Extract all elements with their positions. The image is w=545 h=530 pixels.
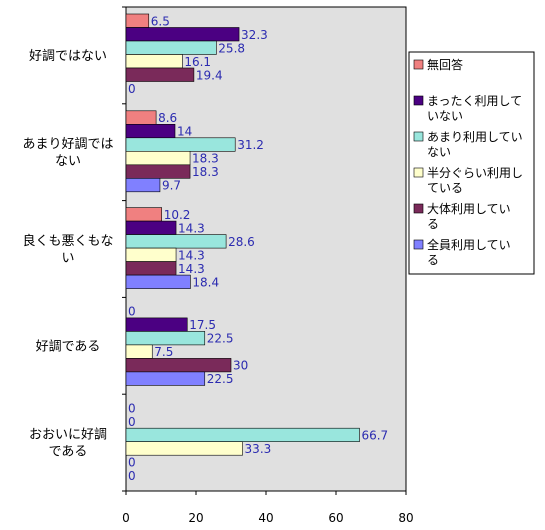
legend: 無回答まったく利用していないあまり利用していない半分ぐらい利用している大体利用し… [408,51,535,275]
bar [125,220,177,235]
legend-swatch [413,59,424,70]
bar [125,40,217,55]
value-tick-label: 80 [398,511,413,525]
legend-swatch [413,239,424,250]
legend-swatch [413,131,424,142]
value-label: 22.5 [207,332,234,346]
category-label: あまり好調ではない [22,137,113,169]
value-label: 28.6 [228,235,255,249]
value-label: 9.7 [162,179,181,193]
value-label: 0 [128,469,136,483]
category-label: 良くも悪くもない [22,233,113,266]
value-label: 7.5 [154,345,173,359]
value-tick-label: 40 [258,511,273,525]
value-label: 0 [128,415,136,429]
bar [125,151,191,166]
bar [125,137,236,152]
legend-label: あまり利用していない [427,130,523,159]
bar [125,371,206,386]
value-label: 14 [177,125,192,139]
value-label: 25.8 [218,41,245,55]
value-label: 66.7 [361,428,388,442]
category-label: 好調である [36,339,101,354]
value-tick-label: 60 [328,511,343,525]
category-label: 好調ではない [29,49,107,64]
legend-label: 半分ぐらい利用している [427,166,523,195]
bar [125,27,240,42]
bar [125,261,177,276]
legend-label: 大体利用している [427,202,511,231]
bar [125,164,191,179]
bar [125,234,227,249]
value-label: 31.2 [237,138,264,152]
value-label: 17.5 [189,318,216,332]
legend-box [408,51,535,275]
value-label: 22.5 [207,372,234,386]
legend-swatch [413,167,424,178]
value-label: 14.3 [178,248,205,262]
value-label: 0 [128,455,136,469]
value-label: 10.2 [164,208,191,222]
category-label: おおいに好調である [29,428,107,460]
value-label: 30 [233,359,248,373]
value-tick-label: 0 [122,511,130,525]
bar [125,274,191,289]
bar [125,13,150,28]
value-label: 18.4 [192,275,219,289]
legend-swatch [413,203,424,214]
bar [125,358,232,373]
value-label: 33.3 [245,442,272,456]
value-label: 18.3 [192,165,219,179]
value-label: 14.3 [178,262,205,276]
bar [125,344,153,359]
bar [125,207,163,222]
bar [125,110,157,125]
value-label: 0 [128,401,136,415]
value-label: 32.3 [241,28,268,42]
bars-group [125,13,360,456]
bar [125,331,206,346]
value-tick-label: 20 [188,511,203,525]
value-label: 8.6 [158,111,177,125]
bar [125,441,243,456]
value-label: 16.1 [184,55,211,69]
bar [125,317,188,332]
bar [125,67,195,82]
legend-label: 全員利用している [427,237,511,267]
legend-label: 無回答 [427,57,463,72]
bar [125,178,161,193]
bar [125,124,176,139]
value-label: 0 [128,82,136,96]
value-label: 0 [128,305,136,319]
value-label: 6.5 [151,14,170,28]
legend-swatch [413,95,424,106]
value-label: 14.3 [178,221,205,235]
value-label: 19.4 [196,68,223,82]
bar [125,54,183,69]
value-labels-group: 6.5 32.325.8 16.119.4 0 8.614 31.2 18.318.3 9.7… [128,14,388,483]
bar [125,427,360,443]
legend-label: まったく利用していない [427,94,522,123]
bar [125,247,177,262]
value-label: 18.3 [192,152,219,166]
value-axis: 0 20 40 60 80 [122,491,414,525]
